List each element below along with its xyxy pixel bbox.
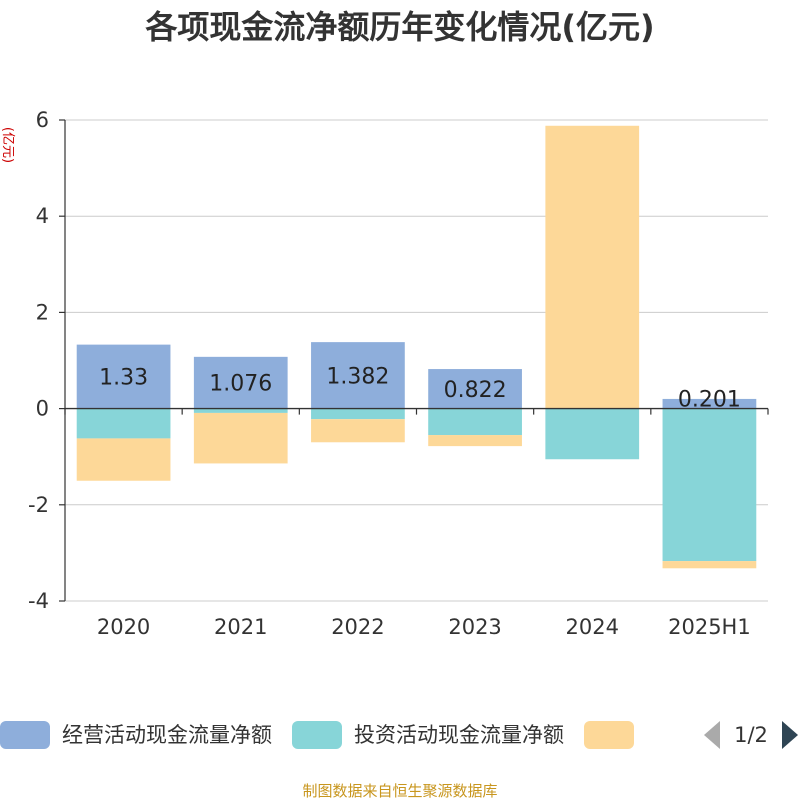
bar-2024-series-2[interactable] <box>545 408 640 460</box>
legend-swatch-1[interactable] <box>0 721 50 749</box>
x-tick-label: 2020 <box>97 615 150 639</box>
y-axis-unit: (亿元) <box>0 127 15 163</box>
legend-next-page-icon[interactable] <box>782 721 798 749</box>
bar-2022-series-1[interactable] <box>311 342 405 409</box>
bar-2022-series-3[interactable] <box>311 419 405 443</box>
axes: -4 -2 0 2 4 6 2020 2021 2022 2023 2024 2025H1 <box>28 108 769 639</box>
legend-swatch-3[interactable] <box>584 721 634 749</box>
data-label-2021: 1.076 <box>209 372 272 397</box>
x-tick-label: 2021 <box>214 615 267 639</box>
bar-2022-series-2[interactable] <box>311 408 405 420</box>
legend-page-indicator: 1/2 <box>734 723 768 747</box>
bar-2021-series-1[interactable] <box>193 356 288 409</box>
legend: 经营活动现金流量净额 投资活动现金流量净额 1/2 <box>0 721 798 749</box>
y-tick-label: 6 <box>36 108 49 132</box>
x-tick-label: 2022 <box>331 615 384 639</box>
chart-title: 各项现金流净额历年变化情况(亿元) <box>145 8 654 46</box>
grid <box>65 119 768 602</box>
legend-label-1[interactable]: 经营活动现金流量净额 <box>62 723 272 747</box>
bar-2025H1-series-2[interactable] <box>662 408 757 562</box>
bar-2021-series-3[interactable] <box>193 412 288 464</box>
y-tick-label: 4 <box>36 204 49 228</box>
bars <box>76 125 757 569</box>
x-tick-label: 2024 <box>566 615 619 639</box>
legend-swatch-2[interactable] <box>292 721 342 749</box>
bar-2023-series-3[interactable] <box>428 435 522 447</box>
x-tick-label: 2023 <box>448 615 501 639</box>
data-labels: 1.33 1.076 1.382 0.822 0.201 <box>99 364 741 412</box>
data-label-2022: 1.382 <box>326 364 389 389</box>
bar-2021-series-2[interactable] <box>193 408 288 413</box>
y-tick-label: 0 <box>36 397 49 421</box>
y-tick-label: -4 <box>28 589 49 613</box>
legend-prev-page-icon[interactable] <box>704 721 720 749</box>
data-label-2020: 1.33 <box>99 366 148 391</box>
y-tick-label: -2 <box>28 493 49 517</box>
legend-label-2[interactable]: 投资活动现金流量净额 <box>354 723 564 747</box>
bar-2025H1-series-1[interactable] <box>662 398 757 409</box>
x-tick-label: 2025H1 <box>668 615 751 639</box>
bar-2020-series-3[interactable] <box>76 438 171 481</box>
bar-2023-series-2[interactable] <box>428 408 522 436</box>
y-tick-label: 2 <box>36 300 49 324</box>
bar-2024-series-3[interactable] <box>545 125 640 409</box>
data-label-2023: 0.822 <box>444 378 507 403</box>
bar-2023-series-1[interactable] <box>428 369 522 409</box>
bar-2020-series-1[interactable] <box>76 344 171 409</box>
source-note: 制图数据来自恒生聚源数据库 <box>302 782 497 800</box>
bar-2025H1-series-3[interactable] <box>662 561 757 569</box>
bar-2020-series-2[interactable] <box>76 408 171 439</box>
data-label-2025H1: 0.201 <box>678 388 741 413</box>
